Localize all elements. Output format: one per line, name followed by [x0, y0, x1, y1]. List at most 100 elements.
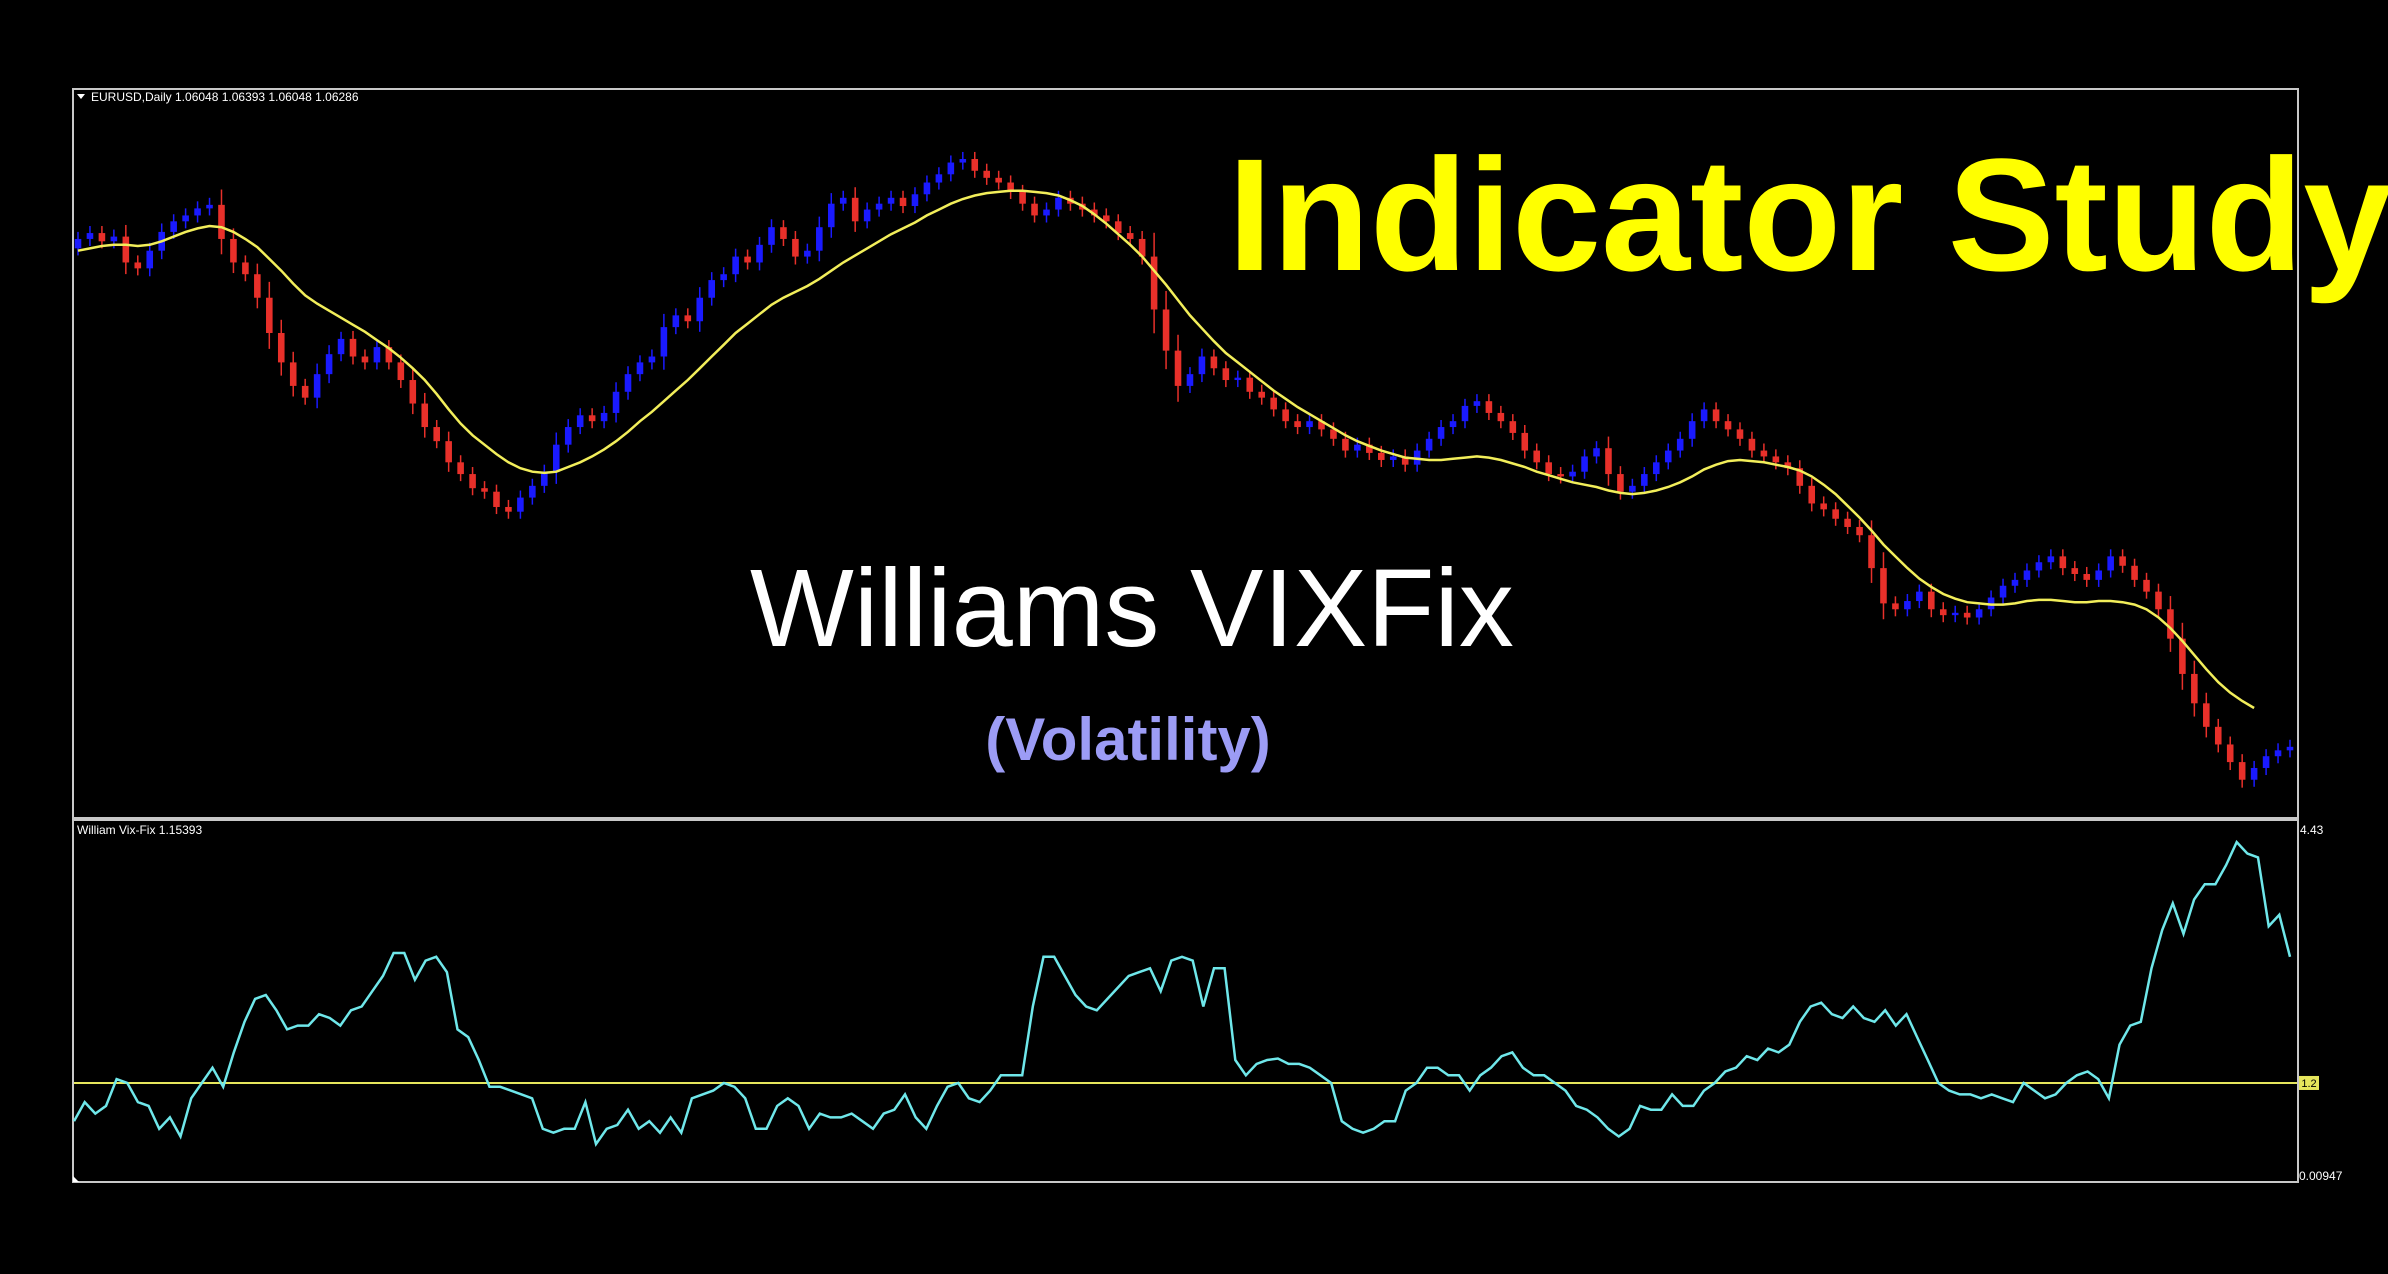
indicator-panel-frame [72, 819, 2299, 1183]
bear-candle [2119, 556, 2126, 566]
bull-candle [935, 174, 943, 183]
bull-candle [1916, 591, 1923, 602]
bear-candle [1497, 412, 1505, 422]
bull-candle [696, 297, 704, 322]
bull-candle [1951, 612, 1959, 616]
bear-candle [1485, 401, 1493, 413]
bull-candle [1700, 409, 1708, 422]
bull-candle [1389, 456, 1397, 460]
bull-candle [1461, 405, 1469, 422]
bear-candle [493, 491, 500, 507]
bear-candle [971, 159, 979, 171]
bear-candle [1258, 391, 1266, 398]
bull-candle [1234, 377, 1242, 381]
bear-candle [1294, 421, 1301, 428]
bear-candle [1138, 238, 1146, 257]
bull-candle [660, 327, 668, 357]
bull-candle [1437, 427, 1445, 439]
scale-min-label: 0.00947 [2299, 1169, 2343, 1183]
main-panel-frame [72, 88, 2299, 819]
bull-candle [206, 204, 213, 209]
scale-max-label: 4.43 [2300, 823, 2324, 837]
bull-candle [636, 362, 644, 375]
main-price-panel: EURUSD,Daily 1.06048 1.06393 1.06048 1.0… [72, 88, 2388, 819]
bull-candle [2047, 556, 2055, 563]
bear-candle [481, 488, 488, 492]
bull-candle [827, 203, 835, 228]
bull-candle [887, 197, 895, 204]
bull-candle [1449, 421, 1457, 428]
bull-candle [1055, 197, 1062, 210]
bull-candle [911, 194, 919, 207]
bear-candle [1246, 377, 1254, 392]
bear-candle [1760, 450, 1768, 457]
bear-candle [505, 506, 512, 512]
bull-candle [923, 182, 931, 195]
bear-candle [983, 170, 991, 178]
bear-candle [349, 338, 357, 357]
bull-candle [2107, 556, 2114, 571]
bull-candle [1688, 421, 1696, 439]
bull-candle [816, 227, 823, 251]
bear-candle [1114, 221, 1122, 234]
bear-candle [1844, 518, 1851, 527]
bear-candle [457, 462, 464, 475]
bear-candle [2155, 591, 2162, 610]
bear-candle [1342, 438, 1349, 451]
bull-candle [86, 233, 94, 239]
bull-candle [947, 162, 955, 175]
bear-candle [469, 474, 476, 489]
bear-candle [2131, 565, 2138, 580]
bull-candle [756, 244, 763, 263]
bear-candle [1796, 468, 1804, 486]
bear-candle [851, 197, 859, 222]
bull-candle [373, 347, 381, 363]
bear-candle [2083, 574, 2091, 580]
bear-candle [2167, 609, 2174, 639]
bear-candle [122, 236, 130, 263]
bull-candle [1569, 471, 1576, 477]
bull-candle [875, 203, 883, 210]
bull-candle [1593, 448, 1600, 457]
bull-candle [2286, 746, 2294, 751]
bull-candle [600, 412, 608, 422]
bull-candle [1186, 374, 1194, 386]
bull-candle [1581, 456, 1588, 472]
bull-candle [576, 415, 584, 428]
bear-candle [1102, 215, 1110, 222]
bear-candle [1210, 356, 1218, 369]
bear-candle [1736, 429, 1744, 439]
bear-candle [2179, 638, 2186, 674]
bull-candle [863, 209, 871, 222]
bear-candle [98, 233, 106, 242]
bull-candle [194, 208, 201, 216]
bear-candle [301, 385, 309, 398]
bull-candle [2035, 562, 2043, 571]
bear-candle [1521, 432, 1529, 451]
triangle-down-icon[interactable] [77, 94, 85, 99]
bull-candle [110, 236, 118, 242]
bear-candle [1545, 462, 1552, 475]
bear-candle [1820, 503, 1827, 510]
bull-candle [720, 274, 727, 281]
bull-candle [1425, 438, 1433, 451]
bear-candle [409, 380, 417, 404]
bear-candle [1928, 591, 1935, 610]
bear-candle [277, 333, 285, 363]
bear-candle [2143, 579, 2150, 592]
bear-candle [2214, 726, 2222, 745]
bear-candle [1724, 421, 1732, 430]
bull-candle [552, 444, 560, 472]
bull-candle [1198, 356, 1206, 375]
candlestick-series [74, 151, 2294, 788]
bear-candle [1366, 444, 1373, 453]
corner-marker-icon [73, 1176, 79, 1182]
bull-candle [313, 374, 321, 398]
bull-candle [1975, 609, 1983, 618]
bear-candle [780, 227, 787, 239]
bear-candle [1150, 256, 1158, 310]
bull-candle [1664, 450, 1672, 463]
bear-candle [744, 256, 751, 263]
